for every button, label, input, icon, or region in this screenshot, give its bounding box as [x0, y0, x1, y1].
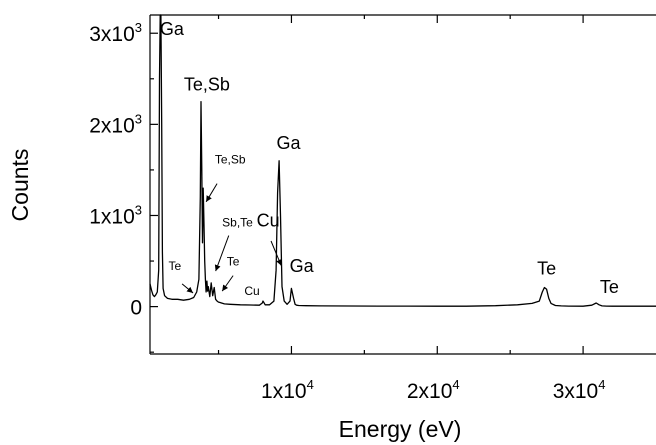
annotation-arrow [181, 283, 194, 294]
peak-label: Te [227, 255, 240, 269]
x-tick-exponent: 4 [598, 377, 605, 392]
peak-label: Cu [244, 284, 259, 298]
x-axis-title: Energy (eV) [339, 416, 462, 442]
plot-frame [149, 14, 656, 355]
x-tick-exponent: 4 [307, 377, 314, 392]
series-line [149, 14, 656, 307]
tick-labels: 1x104 2x104 3x104 0 1x103 2x103 3x103 [89, 20, 605, 403]
y-tick-label: 1x103 [89, 202, 142, 228]
x-tick-label: 2x104 [407, 377, 460, 403]
peak-label: Sb,Te [222, 215, 253, 229]
peak-label: Cu [257, 210, 280, 230]
y-tick-exponent: 3 [135, 202, 142, 217]
peak-label: Te [600, 277, 619, 297]
y-tick-label: 2x103 [89, 111, 142, 137]
annotation-arrows [181, 183, 282, 294]
axis-ticks [150, 15, 584, 354]
y-axis-title: Counts [7, 149, 33, 222]
peak-label: Te,Sb [215, 153, 246, 167]
peak-label: Ga [277, 133, 302, 153]
x-tick-label: 3x104 [553, 377, 606, 403]
spectrum-series [149, 14, 656, 307]
y-tick-exponent: 3 [135, 111, 142, 126]
peak-label: Ga [290, 256, 315, 276]
annotation-arrow [214, 235, 230, 272]
annotation-arrow [221, 275, 234, 292]
x-tick-label: 1x104 [261, 377, 314, 403]
y-tick-label: 3x103 [89, 20, 142, 46]
peak-label: Te [168, 259, 181, 273]
peak-label: Ga [160, 19, 185, 39]
y-tick-exponent: 3 [135, 20, 142, 35]
y-tick-label: 0 [130, 297, 142, 320]
peak-label: Te,Sb [184, 75, 230, 95]
annotation-arrow [205, 183, 218, 203]
peak-annotations: Ga Te,Sb Te,Sb Ga Sb,Te Cu Te Te Ga Cu Te Te [160, 19, 619, 298]
x-tick-exponent: 4 [452, 377, 459, 392]
annotation-arrow [270, 240, 282, 266]
peak-label: Te [537, 259, 556, 279]
